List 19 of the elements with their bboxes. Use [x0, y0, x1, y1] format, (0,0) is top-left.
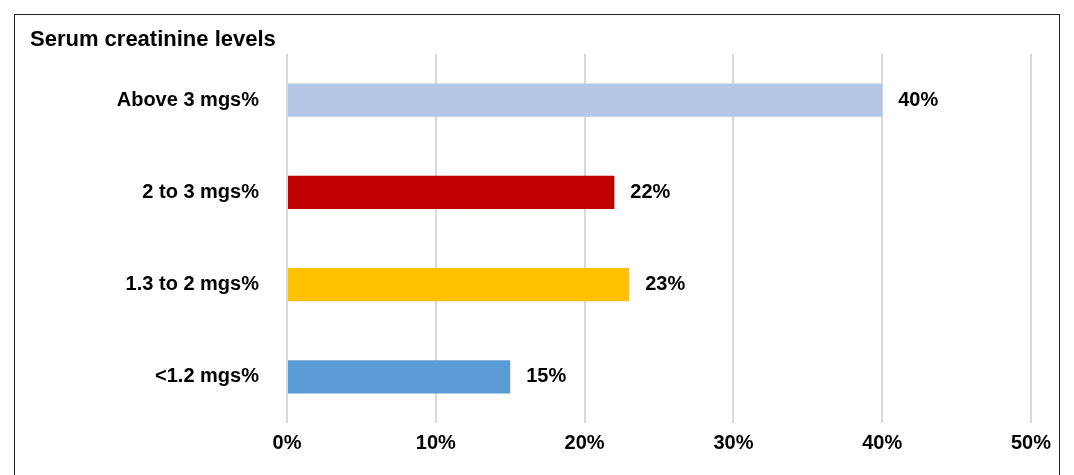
bar [288, 360, 511, 394]
x-tick-label: 20% [564, 430, 605, 453]
x-tick-label: 40% [862, 430, 903, 453]
y-tick-label: 2 to 3 mgs% [142, 179, 260, 202]
x-tick-label: 10% [415, 430, 457, 453]
bar [288, 268, 630, 302]
y-tick-label: Above 3 mgs% [116, 87, 260, 110]
chart-title: Serum creatinine levels [30, 26, 276, 52]
data-label: 15% [526, 364, 567, 387]
bar [288, 83, 883, 117]
data-label: 22% [630, 179, 671, 202]
x-tick-label: 30% [713, 430, 754, 453]
data-label: 40% [898, 87, 939, 110]
bar [288, 175, 615, 209]
x-tick-label: 0% [272, 430, 302, 453]
x-tick-label: 50% [1010, 430, 1052, 453]
y-tick-label: <1.2 mgs% [155, 364, 260, 387]
data-label: 23% [645, 272, 686, 295]
y-tick-label: 1.3 to 2 mgs% [125, 272, 260, 295]
